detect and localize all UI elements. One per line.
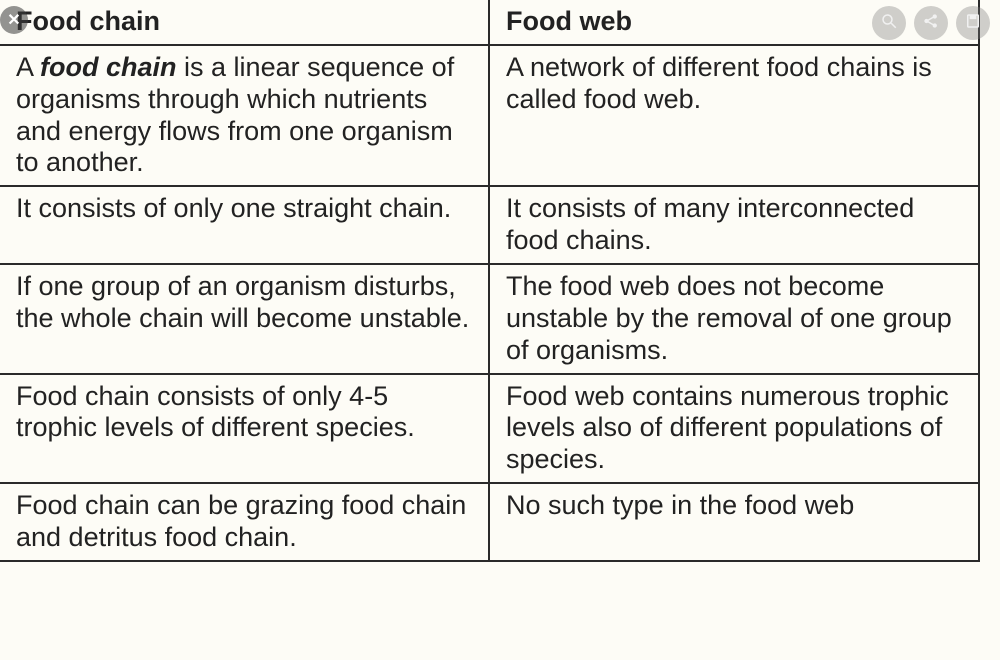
- column-header-food-chain: Food chain: [0, 0, 489, 45]
- cell-food-web: It consists of many interconnected food …: [489, 186, 979, 264]
- close-icon: ✕: [7, 10, 20, 30]
- cell-food-chain: It consists of only one straight chain.: [0, 186, 489, 264]
- close-button[interactable]: ✕: [0, 6, 28, 34]
- share-icon: [922, 12, 940, 35]
- table-row: It consists of only one straight chain. …: [0, 186, 979, 264]
- cell-food-chain: A food chain is a linear sequence of org…: [0, 45, 489, 186]
- cell-food-web: No such type in the food web: [489, 483, 979, 561]
- cell-food-web: A network of different food chains is ca…: [489, 45, 979, 186]
- page: Food chain Food web A food chain is a li…: [0, 0, 1000, 660]
- cell-food-web: The food web does not become unstable by…: [489, 264, 979, 374]
- comparison-table: Food chain Food web A food chain is a li…: [0, 0, 980, 562]
- table-header-row: Food chain Food web: [0, 0, 979, 45]
- image-action-overlay: [872, 6, 990, 40]
- save-icon: [964, 12, 982, 35]
- cell-food-chain: If one group of an organism disturbs, th…: [0, 264, 489, 374]
- lens-icon: [880, 12, 898, 35]
- table-row: If one group of an organism disturbs, th…: [0, 264, 979, 374]
- save-button[interactable]: [956, 6, 990, 40]
- table-row: A food chain is a linear sequence of org…: [0, 45, 979, 186]
- lens-button[interactable]: [872, 6, 906, 40]
- share-button[interactable]: [914, 6, 948, 40]
- text-fragment: A: [16, 52, 40, 82]
- table-row: Food chain consists of only 4-5 trophic …: [0, 374, 979, 484]
- table-row: Food chain can be grazing food chain and…: [0, 483, 979, 561]
- cell-food-chain: Food chain consists of only 4-5 trophic …: [0, 374, 489, 484]
- emphasis-food-chain: food chain: [40, 52, 177, 82]
- cell-food-web: Food web contains numerous trophic level…: [489, 374, 979, 484]
- cell-food-chain: Food chain can be grazing food chain and…: [0, 483, 489, 561]
